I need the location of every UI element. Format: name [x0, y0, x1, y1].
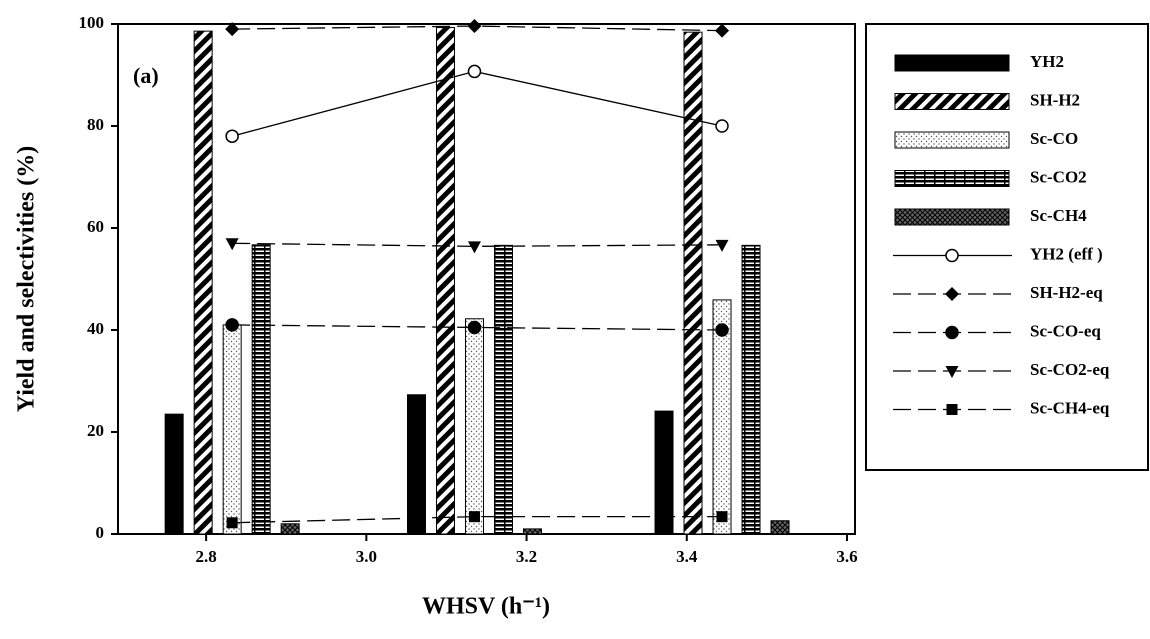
x-tick-label: 3.6	[836, 547, 857, 566]
bar	[654, 410, 674, 535]
bar	[222, 324, 242, 535]
x-axis-title: WHSV (h⁻¹)	[422, 594, 550, 620]
y-tick-label: 40	[87, 319, 104, 338]
line-marker	[225, 22, 240, 37]
legend-label: SH-H2-eq	[1030, 283, 1103, 302]
line-marker	[715, 119, 729, 133]
bar	[741, 244, 761, 535]
y-tick-label: 20	[87, 421, 104, 440]
line-marker	[715, 23, 730, 38]
y-tick-label: 0	[96, 523, 105, 542]
x-tick-label: 3.0	[356, 547, 377, 566]
legend-marker	[945, 325, 959, 340]
legend-marker	[946, 404, 958, 415]
line-marker	[225, 129, 239, 143]
legend-marker	[945, 287, 959, 301]
legend-label: YH2 (eff )	[1030, 244, 1103, 263]
bar	[435, 27, 455, 535]
legend-swatch	[894, 208, 1010, 226]
legend-frame	[865, 23, 1149, 471]
bar	[164, 413, 184, 535]
x-tick-label: 3.2	[516, 547, 537, 566]
x-tick-label: 2.8	[195, 547, 216, 566]
legend-label: YH2	[1030, 52, 1064, 71]
legend-marker	[945, 248, 959, 263]
line	[231, 70, 723, 137]
bar	[493, 244, 513, 535]
line-marker	[467, 64, 482, 79]
y-tick-label: 100	[79, 13, 105, 32]
bar	[522, 528, 542, 535]
legend-swatch	[894, 131, 1010, 149]
bar	[251, 244, 271, 535]
line-marker	[225, 318, 239, 332]
bar	[464, 318, 484, 535]
line-marker	[716, 511, 728, 523]
legend-swatch	[894, 170, 1010, 187]
y-tick-label: 80	[87, 115, 104, 134]
legend-swatch	[894, 54, 1010, 72]
bar	[683, 31, 703, 535]
bar	[280, 523, 300, 535]
annotation: (a)	[133, 63, 159, 88]
legend-swatch	[894, 93, 1010, 110]
y-tick-label: 60	[87, 217, 104, 236]
line-marker	[715, 239, 729, 252]
line-marker	[468, 511, 480, 523]
legend-marker	[945, 366, 959, 378]
x-tick-label: 3.4	[676, 547, 698, 566]
y-axis-title: Yield and selectivities (%)	[14, 146, 40, 412]
legend-label: Sc-CO	[1030, 129, 1078, 148]
legend-label: Sc-CO2-eq	[1030, 360, 1110, 379]
line-marker	[467, 19, 482, 34]
line-marker	[467, 320, 482, 335]
legend-label: Sc-CO-eq	[1030, 321, 1101, 340]
bar	[406, 394, 426, 535]
line-marker	[467, 241, 481, 254]
bar	[193, 30, 213, 535]
line-marker	[226, 517, 238, 529]
bar	[712, 299, 732, 535]
legend-label: Sc-CH4-eq	[1030, 398, 1110, 417]
line-marker	[225, 238, 239, 251]
line-marker	[715, 323, 729, 337]
legend-label: SH-H2	[1030, 90, 1080, 109]
plot-frame	[117, 23, 856, 535]
bar	[770, 520, 790, 535]
legend-label: Sc-CH4	[1030, 206, 1087, 225]
legend-label: Sc-CO2	[1030, 167, 1087, 186]
